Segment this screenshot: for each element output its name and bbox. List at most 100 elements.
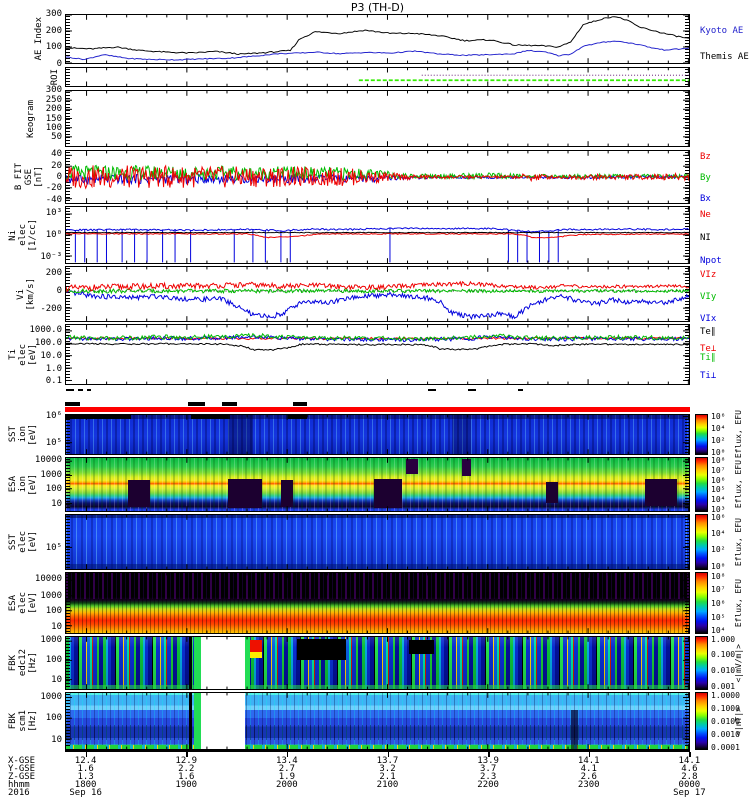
vi-velocity-legend-vix: VIx: [700, 314, 717, 324]
ti-temperature-axis-label: Ti elec [eV]: [8, 324, 38, 385]
ni-density-axis-label-line: elec: [18, 224, 28, 246]
minor-ticks-left-icon: [66, 694, 70, 748]
ae-index-traces: [66, 15, 689, 63]
roi-panel: [65, 67, 690, 87]
keogram-ytick-label: 300: [45, 85, 62, 95]
ti-temperature-ytick-label: 100.0: [34, 337, 62, 348]
ae-index-panel: [65, 14, 690, 64]
plot-title: P3 (TH-D): [350, 1, 405, 14]
sst-elec-colorbar-tick: 10²: [711, 545, 726, 555]
minor-ticks-left-icon: [66, 326, 70, 383]
ni-density-series-ni: [66, 231, 689, 234]
esa-ion-axis-label-line: ion: [18, 476, 28, 493]
fbk-scm1-panel: [65, 692, 690, 750]
ephemeris-value: 3.2: [379, 764, 396, 774]
b-fit-gse-axis-label: B FIT GSE [nT]: [14, 150, 44, 204]
esa-elec-colorbar-unit: Eflux, EFU: [734, 572, 743, 634]
ephemeris-row-label: X-GSE: [8, 756, 36, 766]
b-fit-gse-panel: [65, 150, 690, 204]
esa-elec-ytick-label: 10: [51, 621, 62, 632]
fbk-edc12-colorbar-tick: 1.000: [711, 634, 736, 644]
fbk-scm1-ytick-label: 100: [45, 713, 62, 724]
sst-elec-colorbar-tick: 10⁴: [711, 529, 726, 539]
fbk-edc12-feature: [194, 637, 201, 689]
vi-velocity-axis-label-line: [km/s]: [26, 277, 36, 311]
esa-ion-feature: [280, 480, 294, 507]
fbk-scm1-axis-label: FBK scm1 [Hz]: [8, 692, 38, 750]
b-fit-gse-ytick-label: -20: [45, 183, 62, 194]
ae-index-ytick-label: 300: [45, 9, 62, 19]
fast-survey-bar-feature: [65, 402, 80, 406]
ti-temperature-traces: [66, 325, 689, 384]
minor-ticks-left-icon: [66, 574, 70, 632]
sst-ion-feature: [66, 415, 689, 419]
ephemeris-value: 2.8: [681, 772, 698, 782]
vi-velocity-series-viz: [66, 280, 689, 293]
sst-ion-panel: [65, 414, 690, 455]
sst-elec-panel: [65, 514, 690, 570]
fbk-scm1-axis-label-line: scm1: [18, 710, 28, 732]
vi-velocity-legend-viz: VIz: [700, 270, 717, 280]
roi-traces: [86, 68, 689, 86]
minor-ticks-left-icon: [66, 69, 70, 85]
tick-strip-feature: [468, 388, 476, 391]
fbk-edc12-axis-label-line: FBK: [8, 654, 18, 672]
sst-elec-axis-label-line: elec: [18, 531, 28, 553]
fast-survey-bar-feature: [293, 402, 307, 406]
sst-elec-colorbar-unit: Eflux, EFU: [734, 514, 743, 570]
fast-survey-bar-feature: [65, 406, 690, 412]
esa-ion-axis-label-line: ESA: [8, 476, 18, 493]
sst-ion-ytick-label: 10⁶: [45, 410, 62, 421]
ti-temperature-legend-te-: Te∥: [700, 327, 716, 337]
esa-ion-panel: [65, 457, 690, 512]
ephemeris-value: 13.7: [376, 756, 399, 766]
minor-ticks-left-icon: [66, 268, 70, 320]
ephemeris-value: 2.6: [580, 772, 597, 782]
fbk-scm1-feature: [66, 745, 689, 749]
esa-elec-feature: [66, 573, 689, 600]
sst-ion-feature: [66, 415, 131, 419]
tick-strip-feature: [77, 388, 83, 391]
tick-strip-feature: [86, 388, 91, 391]
ephemeris-value: 12.9: [175, 756, 198, 766]
b-fit-gse-series-bz: [66, 164, 689, 190]
ti-temperature-ytick-label: 1000.0: [29, 325, 62, 336]
minor-ticks-left-icon: [66, 416, 70, 453]
fbk-scm1-feature: [570, 709, 579, 749]
fbk-edc12-colorbar-unit-text: <|mV/m|>: [734, 643, 743, 683]
sst-ion-feature: [452, 415, 471, 454]
vi-velocity-ytick-label: -200: [40, 303, 62, 314]
ni-density-axis-label-line: Ni: [8, 229, 18, 241]
ephemeris-value: 1.6: [77, 764, 94, 774]
ni-density-panel: [65, 206, 690, 264]
ti-temperature-axis-label-line: Ti: [8, 349, 18, 360]
esa-elec-colorbar-tick: 10⁵: [711, 612, 726, 622]
keogram-axis-label: Keogram: [26, 90, 36, 147]
ni-density-series-ne: [66, 232, 689, 239]
fbk-edc12-ytick-label: 1000: [40, 635, 62, 646]
vi-velocity-traces: [66, 267, 689, 321]
fast-survey-bar-feature: [221, 402, 237, 406]
minor-ticks-right-icon: [685, 326, 689, 383]
time-axis: [65, 750, 690, 752]
fbk-edc12-feature: [188, 637, 193, 689]
fbk-scm1-ytick-label: 10: [51, 734, 62, 745]
ephemeris-value: 1900: [175, 780, 198, 790]
esa-elec-colorbar: [695, 572, 708, 634]
ephemeris-date: Sep 17: [673, 788, 706, 798]
fbk-scm1-colorbar-tick: 1.0000: [711, 690, 740, 700]
fbk-edc12-axis-label-line: [Hz]: [28, 652, 38, 674]
sst-elec-axis-label-line: [eV]: [28, 531, 38, 553]
b-fit-gse-ytick-label: -40: [45, 194, 62, 205]
vi-velocity-axis-label-line: Vi: [16, 288, 26, 300]
sst-ion-feature: [288, 415, 308, 419]
esa-ion-ytick-label: 10: [51, 499, 62, 510]
ni-density-legend-ne: Ne: [700, 210, 711, 220]
esa-elec-ytick-label: 10000: [34, 574, 62, 585]
esa-elec-colorbar-unit-text: Eflux, EFU: [734, 578, 743, 628]
ae-index-axis-label-line: AE Index: [34, 17, 44, 61]
fbk-edc12-feature: [250, 640, 262, 652]
b-fit-gse-legend-by: By: [700, 173, 711, 183]
fbk-edc12-feature: [66, 684, 689, 689]
time-axis-tick: [186, 752, 188, 757]
